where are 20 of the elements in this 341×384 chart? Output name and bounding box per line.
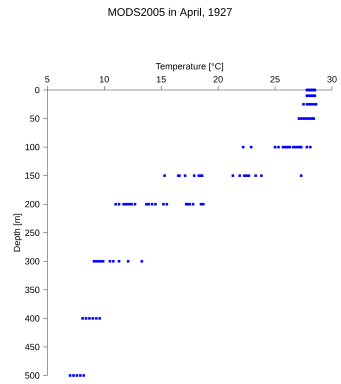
y-tick-label: 250 bbox=[25, 230, 40, 236]
y-tick-label: 100 bbox=[25, 144, 40, 150]
chart-title: MODS2005 in April, 1927 bbox=[108, 8, 232, 18]
x-tick-label: 15 bbox=[156, 76, 166, 82]
y-tick-label: 0 bbox=[35, 86, 40, 94]
y-axis-title: Depth [m] bbox=[13, 214, 22, 252]
x-tick-label: 25 bbox=[270, 76, 280, 82]
y-tick-label: 50 bbox=[30, 115, 40, 122]
x-tick-label: 20 bbox=[214, 76, 223, 82]
y-tick-label: 300 bbox=[25, 258, 40, 264]
y-tick-label: 200 bbox=[25, 201, 40, 208]
x-axis-title: Temperature [°C] bbox=[156, 62, 224, 72]
y-tick-label: 150 bbox=[25, 172, 40, 179]
x-tick-label: 5 bbox=[45, 76, 50, 82]
y-tick-label: 500 bbox=[25, 372, 40, 379]
x-tick-label: 30 bbox=[327, 76, 337, 82]
y-tick-label: 400 bbox=[24, 315, 40, 322]
y-tick-label: 350 bbox=[25, 286, 40, 294]
x-tick-label: 10 bbox=[100, 76, 109, 82]
y-tick-label: 450 bbox=[24, 344, 40, 350]
